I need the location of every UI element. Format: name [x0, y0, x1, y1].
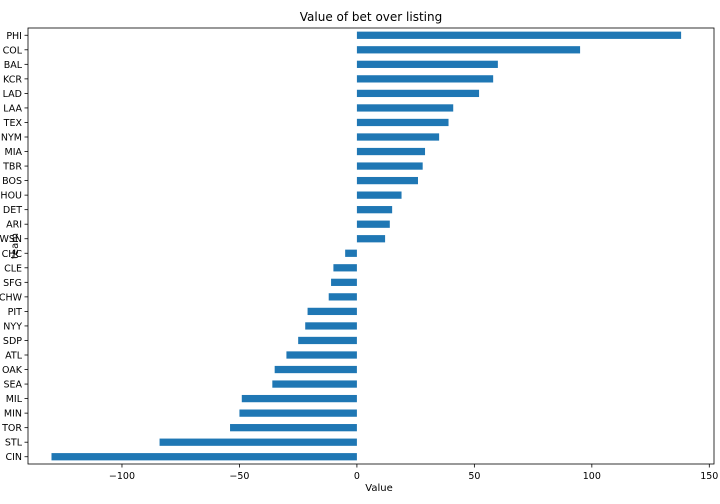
y-tick-label: TOR [1, 423, 22, 434]
bar-stl [159, 438, 357, 446]
bar-col [356, 46, 581, 54]
y-axis-label: team [10, 233, 21, 259]
y-tick-label: CHC [2, 249, 23, 260]
y-tick-label: NYY [3, 321, 22, 332]
y-tick-label: MIN [4, 409, 22, 420]
y-tick-label: WSN [0, 234, 22, 245]
y-tick-label: STL [5, 438, 23, 449]
x-axis-label: Value [365, 483, 392, 494]
bar-chc [345, 249, 357, 257]
bar-kcr [356, 75, 494, 83]
bar-pit [307, 307, 357, 316]
bar-min [239, 409, 357, 417]
x-tick-label: 50 [468, 471, 480, 482]
y-tick-label: TEX [3, 118, 23, 129]
y-tick-label: CHW [0, 292, 23, 303]
bar-sea [272, 380, 357, 388]
bar-det [356, 206, 393, 214]
y-tick-label: CLE [4, 263, 22, 274]
bar-sdp [298, 336, 357, 345]
y-tick-label: MIA [5, 147, 23, 158]
bar-atl [286, 351, 357, 359]
bar-bal [356, 60, 498, 68]
plot-frame [27, 27, 715, 465]
y-tick-label: SDP [3, 336, 22, 347]
bar-nyy [305, 322, 357, 330]
bar-phi [356, 31, 682, 39]
y-tick-label: COL [3, 45, 23, 56]
bar-wsn [356, 235, 386, 243]
y-tick-label: HOU [0, 191, 22, 202]
x-tick-label: −100 [109, 471, 135, 482]
x-tick-label: 0 [354, 471, 360, 482]
bar-sfg [331, 278, 357, 286]
y-tick-label: BAL [4, 60, 23, 71]
x-tick-label: 100 [583, 471, 601, 482]
y-tick-label: BOS [2, 176, 22, 187]
y-tick-label: LAA [3, 103, 22, 114]
bar-laa [356, 104, 454, 112]
bar-hou [356, 191, 402, 199]
y-tick-label: SEA [3, 380, 22, 391]
bar-bos [356, 176, 418, 185]
bar-chw [328, 293, 357, 301]
y-tick-label: PHI [6, 31, 22, 42]
x-tick-label: −50 [229, 471, 249, 482]
bar-ari [356, 220, 390, 228]
bar-cin [51, 453, 357, 461]
bar-tex [356, 118, 449, 127]
bar-oak [274, 365, 357, 374]
x-axis: −100 −50 0 50 100 150 [109, 464, 718, 482]
y-tick-label: DET [3, 205, 22, 216]
chart-title: Value of bet over listing [300, 10, 442, 24]
bar-lad [356, 89, 480, 98]
y-tick-label: MIL [6, 394, 23, 405]
bar-tbr [356, 162, 423, 170]
bar-mia [356, 147, 426, 156]
y-tick-label: KCR [3, 74, 22, 85]
y-tick-label: PIT [8, 307, 23, 318]
bar-cle [333, 264, 357, 272]
bar-nym [356, 133, 440, 141]
y-tick-label: TBR [2, 162, 22, 173]
y-tick-label: SFG [3, 278, 22, 289]
y-tick-label: LAD [3, 89, 22, 100]
y-tick-label: OAK [2, 365, 23, 376]
bar-tor [230, 424, 357, 432]
y-axis: PHI COL BAL KCR LAD LAA TEX NYM MIA TBR BOS HOU DET A… [0, 31, 28, 463]
y-tick-label: ARI [6, 220, 22, 231]
bar-mil [241, 394, 357, 403]
bars-group [51, 31, 682, 461]
y-tick-label: CIN [5, 452, 22, 463]
y-tick-label: NYM [1, 133, 22, 144]
y-tick-label: ATL [5, 351, 23, 362]
x-tick-label: 150 [700, 471, 718, 482]
